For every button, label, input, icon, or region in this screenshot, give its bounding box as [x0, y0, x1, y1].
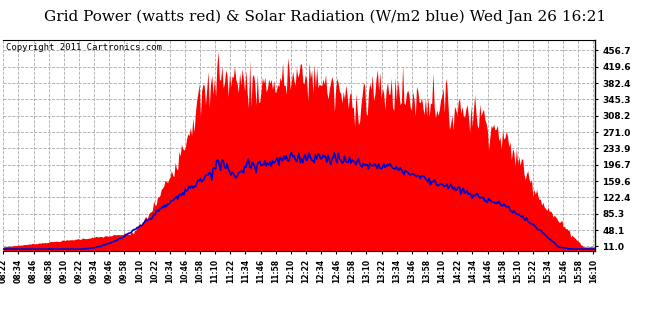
Text: Copyright 2011 Cartronics.com: Copyright 2011 Cartronics.com: [6, 43, 162, 52]
Text: Grid Power (watts red) & Solar Radiation (W/m2 blue) Wed Jan 26 16:21: Grid Power (watts red) & Solar Radiation…: [44, 10, 606, 24]
